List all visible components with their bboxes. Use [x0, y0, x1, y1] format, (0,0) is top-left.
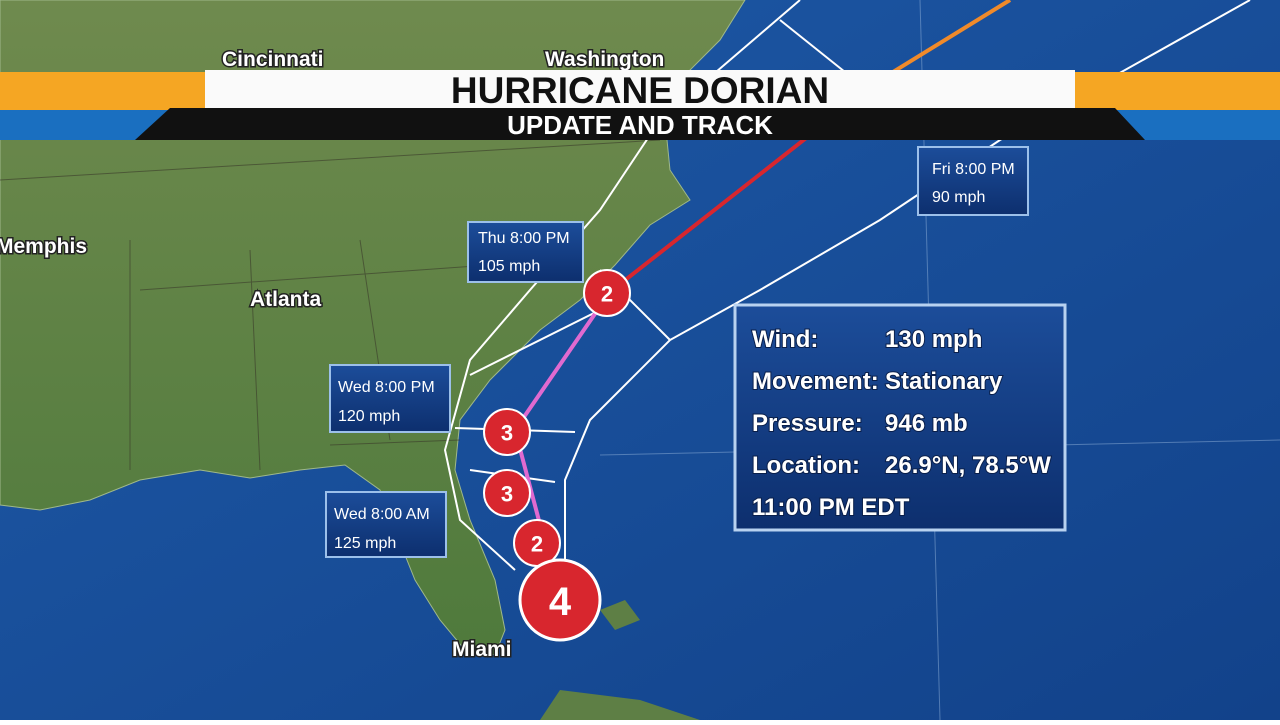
marker-label: 2 [531, 532, 543, 557]
info-label: Movement: [752, 368, 879, 395]
info-value: Stationary [885, 368, 1003, 395]
forecast-time: Wed 8:00 AM [334, 506, 430, 523]
storm-marker: 4 [518, 558, 602, 642]
storm-marker: 2 [513, 519, 561, 567]
info-value: 26.9°N, 78.5°W [885, 452, 1051, 479]
city-label: Memphis [0, 235, 87, 258]
forecast-wind: 120 mph [338, 408, 400, 425]
forecast-box: Thu 8:00 PM 105 mph [467, 221, 584, 283]
storm-marker: 3 [483, 408, 531, 456]
marker-label: 4 [549, 580, 572, 624]
info-value: 946 mb [885, 410, 968, 437]
forecast-time: Fri 8:00 PM [932, 161, 1015, 178]
forecast-wind: 125 mph [334, 535, 396, 552]
forecast-time: Thu 8:00 PM [478, 230, 570, 247]
header-banner: HURRICANE DORIAN UPDATE AND TRACK [0, 70, 1280, 140]
marker-label: 3 [501, 482, 513, 507]
forecast-wind: 105 mph [478, 258, 540, 275]
info-label: Location: [752, 452, 860, 479]
city-label: Washington [545, 48, 664, 71]
forecast-box: Wed 8:00 AM 125 mph [325, 491, 447, 558]
info-value: 130 mph [885, 326, 982, 353]
storm-marker: 3 [483, 469, 531, 517]
title: HURRICANE DORIAN [451, 70, 829, 111]
forecast-wind: 90 mph [932, 189, 985, 206]
city-label: Atlanta [250, 288, 321, 311]
forecast-box: Wed 8:00 PM 120 mph [329, 364, 451, 433]
info-time: 11:00 PM EDT [752, 494, 910, 521]
forecast-box: Fri 8:00 PM 90 mph [917, 146, 1029, 216]
marker-label: 2 [601, 282, 613, 307]
track-line [878, 0, 1012, 82]
marker-label: 3 [501, 421, 513, 446]
info-label: Pressure: [752, 410, 863, 437]
info-panel: Wind: 130 mph Movement: Stationary Press… [733, 303, 1067, 532]
storm-marker: 2 [583, 269, 631, 317]
subtitle: UPDATE AND TRACK [507, 110, 773, 140]
city-label: Cincinnati [222, 48, 324, 71]
cuba-bahamas [540, 600, 700, 720]
city-label: Miami [452, 638, 512, 661]
info-label: Wind: [752, 326, 818, 353]
forecast-time: Wed 8:00 PM [338, 379, 435, 396]
land [0, 0, 746, 656]
